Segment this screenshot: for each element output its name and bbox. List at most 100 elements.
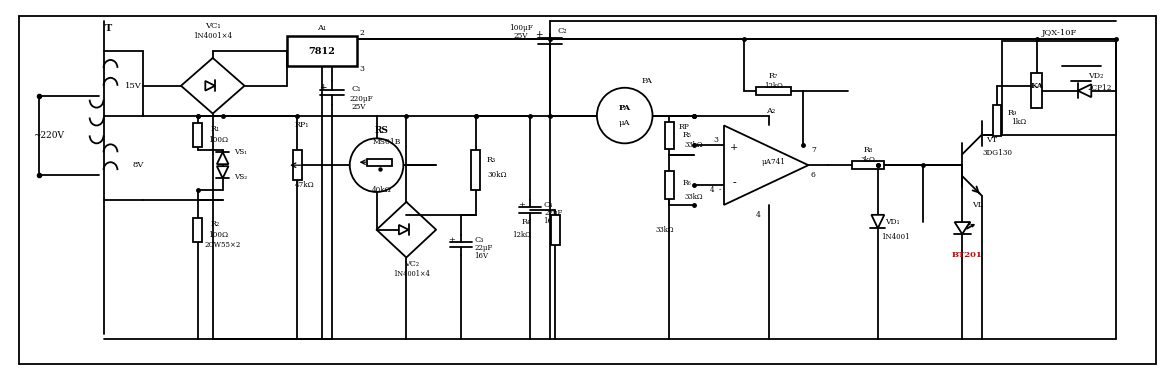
Bar xyxy=(292,150,302,180)
Bar xyxy=(367,159,392,166)
Text: ~220V: ~220V xyxy=(34,131,65,140)
Text: VT: VT xyxy=(986,136,998,144)
Polygon shape xyxy=(205,81,215,90)
Text: VD₁: VD₁ xyxy=(885,218,900,226)
Text: 1N4001: 1N4001 xyxy=(882,233,910,241)
Text: C₄: C₄ xyxy=(544,201,553,209)
Text: T: T xyxy=(104,24,113,33)
Bar xyxy=(194,124,202,147)
Text: A₂: A₂ xyxy=(765,106,775,115)
Circle shape xyxy=(596,88,653,143)
Text: PA: PA xyxy=(641,77,652,85)
Circle shape xyxy=(350,138,404,192)
Text: VL: VL xyxy=(972,201,983,209)
Text: C₂: C₂ xyxy=(558,27,567,35)
Polygon shape xyxy=(1078,84,1092,97)
Text: 3: 3 xyxy=(359,65,364,73)
Bar xyxy=(1031,73,1043,108)
Text: +: + xyxy=(730,143,738,152)
Text: KA: KA xyxy=(1031,82,1044,90)
Text: VD₂: VD₂ xyxy=(1088,72,1104,80)
Text: 3DG130: 3DG130 xyxy=(981,149,1012,157)
Text: 1N4001×4: 1N4001×4 xyxy=(194,32,232,40)
Polygon shape xyxy=(399,225,409,234)
Text: μA: μA xyxy=(619,119,630,127)
Polygon shape xyxy=(871,215,884,228)
Text: 7812: 7812 xyxy=(309,46,336,55)
Text: 1kΩ: 1kΩ xyxy=(1011,119,1026,127)
Text: 33kΩ: 33kΩ xyxy=(655,226,674,234)
Text: VS₁: VS₁ xyxy=(234,148,247,156)
Polygon shape xyxy=(217,152,229,164)
Text: JQX-10F: JQX-10F xyxy=(1041,29,1077,37)
Text: 25V: 25V xyxy=(513,32,528,40)
Text: μA741: μA741 xyxy=(762,158,785,166)
Text: RP: RP xyxy=(679,124,689,131)
Text: R₆: R₆ xyxy=(683,179,691,187)
Text: 100Ω: 100Ω xyxy=(208,136,228,144)
Text: 2: 2 xyxy=(359,29,364,37)
Text: 47kΩ: 47kΩ xyxy=(295,181,315,189)
Text: A₁: A₁ xyxy=(317,24,326,32)
Text: MS01B: MS01B xyxy=(372,138,400,146)
Text: R₈: R₈ xyxy=(863,146,872,154)
Text: 7: 7 xyxy=(811,146,816,154)
Text: +: + xyxy=(534,30,542,39)
Bar xyxy=(756,87,791,95)
Text: +: + xyxy=(319,83,326,92)
Bar xyxy=(666,122,674,149)
Text: 2CW55×2: 2CW55×2 xyxy=(204,241,241,249)
Text: 16V: 16V xyxy=(544,217,558,225)
Text: 8V: 8V xyxy=(133,161,144,169)
Polygon shape xyxy=(217,166,229,178)
Text: VC₁: VC₁ xyxy=(205,22,221,30)
Text: R₇: R₇ xyxy=(769,72,778,80)
Polygon shape xyxy=(724,125,809,205)
Text: +: + xyxy=(448,236,456,244)
Text: R₂: R₂ xyxy=(211,220,221,228)
Bar xyxy=(194,218,202,242)
Text: R₄: R₄ xyxy=(521,218,531,226)
Text: 3: 3 xyxy=(714,136,718,144)
Text: 3kΩ: 3kΩ xyxy=(861,156,876,164)
Text: VS₂: VS₂ xyxy=(234,173,247,181)
Text: 100Ω: 100Ω xyxy=(208,231,228,239)
Text: 12kΩ: 12kΩ xyxy=(764,82,783,90)
Text: -: - xyxy=(733,178,736,188)
Bar xyxy=(1001,41,1116,135)
Text: 30kΩ: 30kΩ xyxy=(488,171,507,179)
Text: BT201: BT201 xyxy=(952,250,983,258)
Text: VC₂: VC₂ xyxy=(404,260,419,268)
Text: PA: PA xyxy=(619,104,630,112)
Text: 2CP12: 2CP12 xyxy=(1087,84,1112,92)
Text: 4  -: 4 - xyxy=(710,186,722,194)
Bar xyxy=(666,171,674,199)
Text: 100μF: 100μF xyxy=(508,24,532,32)
Text: C₁: C₁ xyxy=(352,85,362,93)
Text: R₁: R₁ xyxy=(211,125,221,133)
Text: 22μF: 22μF xyxy=(544,209,562,217)
Text: +: + xyxy=(518,201,525,209)
Text: 4: 4 xyxy=(756,211,761,219)
Text: R₉: R₉ xyxy=(1007,109,1017,117)
Text: 220μF: 220μF xyxy=(350,95,373,103)
Bar xyxy=(993,105,1001,136)
Text: 22μF: 22μF xyxy=(474,244,493,252)
Bar xyxy=(288,36,357,66)
Bar xyxy=(551,215,560,245)
Text: 12kΩ: 12kΩ xyxy=(512,231,531,239)
Text: 1N4001×4: 1N4001×4 xyxy=(393,271,430,279)
Text: 33kΩ: 33kΩ xyxy=(684,193,703,201)
Text: RP₁: RP₁ xyxy=(295,122,309,130)
Text: 16V: 16V xyxy=(474,252,487,260)
Bar xyxy=(471,150,480,190)
Text: 33kΩ: 33kΩ xyxy=(684,141,703,149)
Polygon shape xyxy=(954,222,970,234)
Text: R₃: R₃ xyxy=(486,156,495,164)
Text: 15V: 15V xyxy=(124,82,142,90)
Text: 40kΩ: 40kΩ xyxy=(372,186,391,194)
Text: C₃: C₃ xyxy=(474,236,484,244)
Bar xyxy=(852,161,884,169)
Text: 25V: 25V xyxy=(351,103,366,111)
Text: 6: 6 xyxy=(811,171,816,179)
